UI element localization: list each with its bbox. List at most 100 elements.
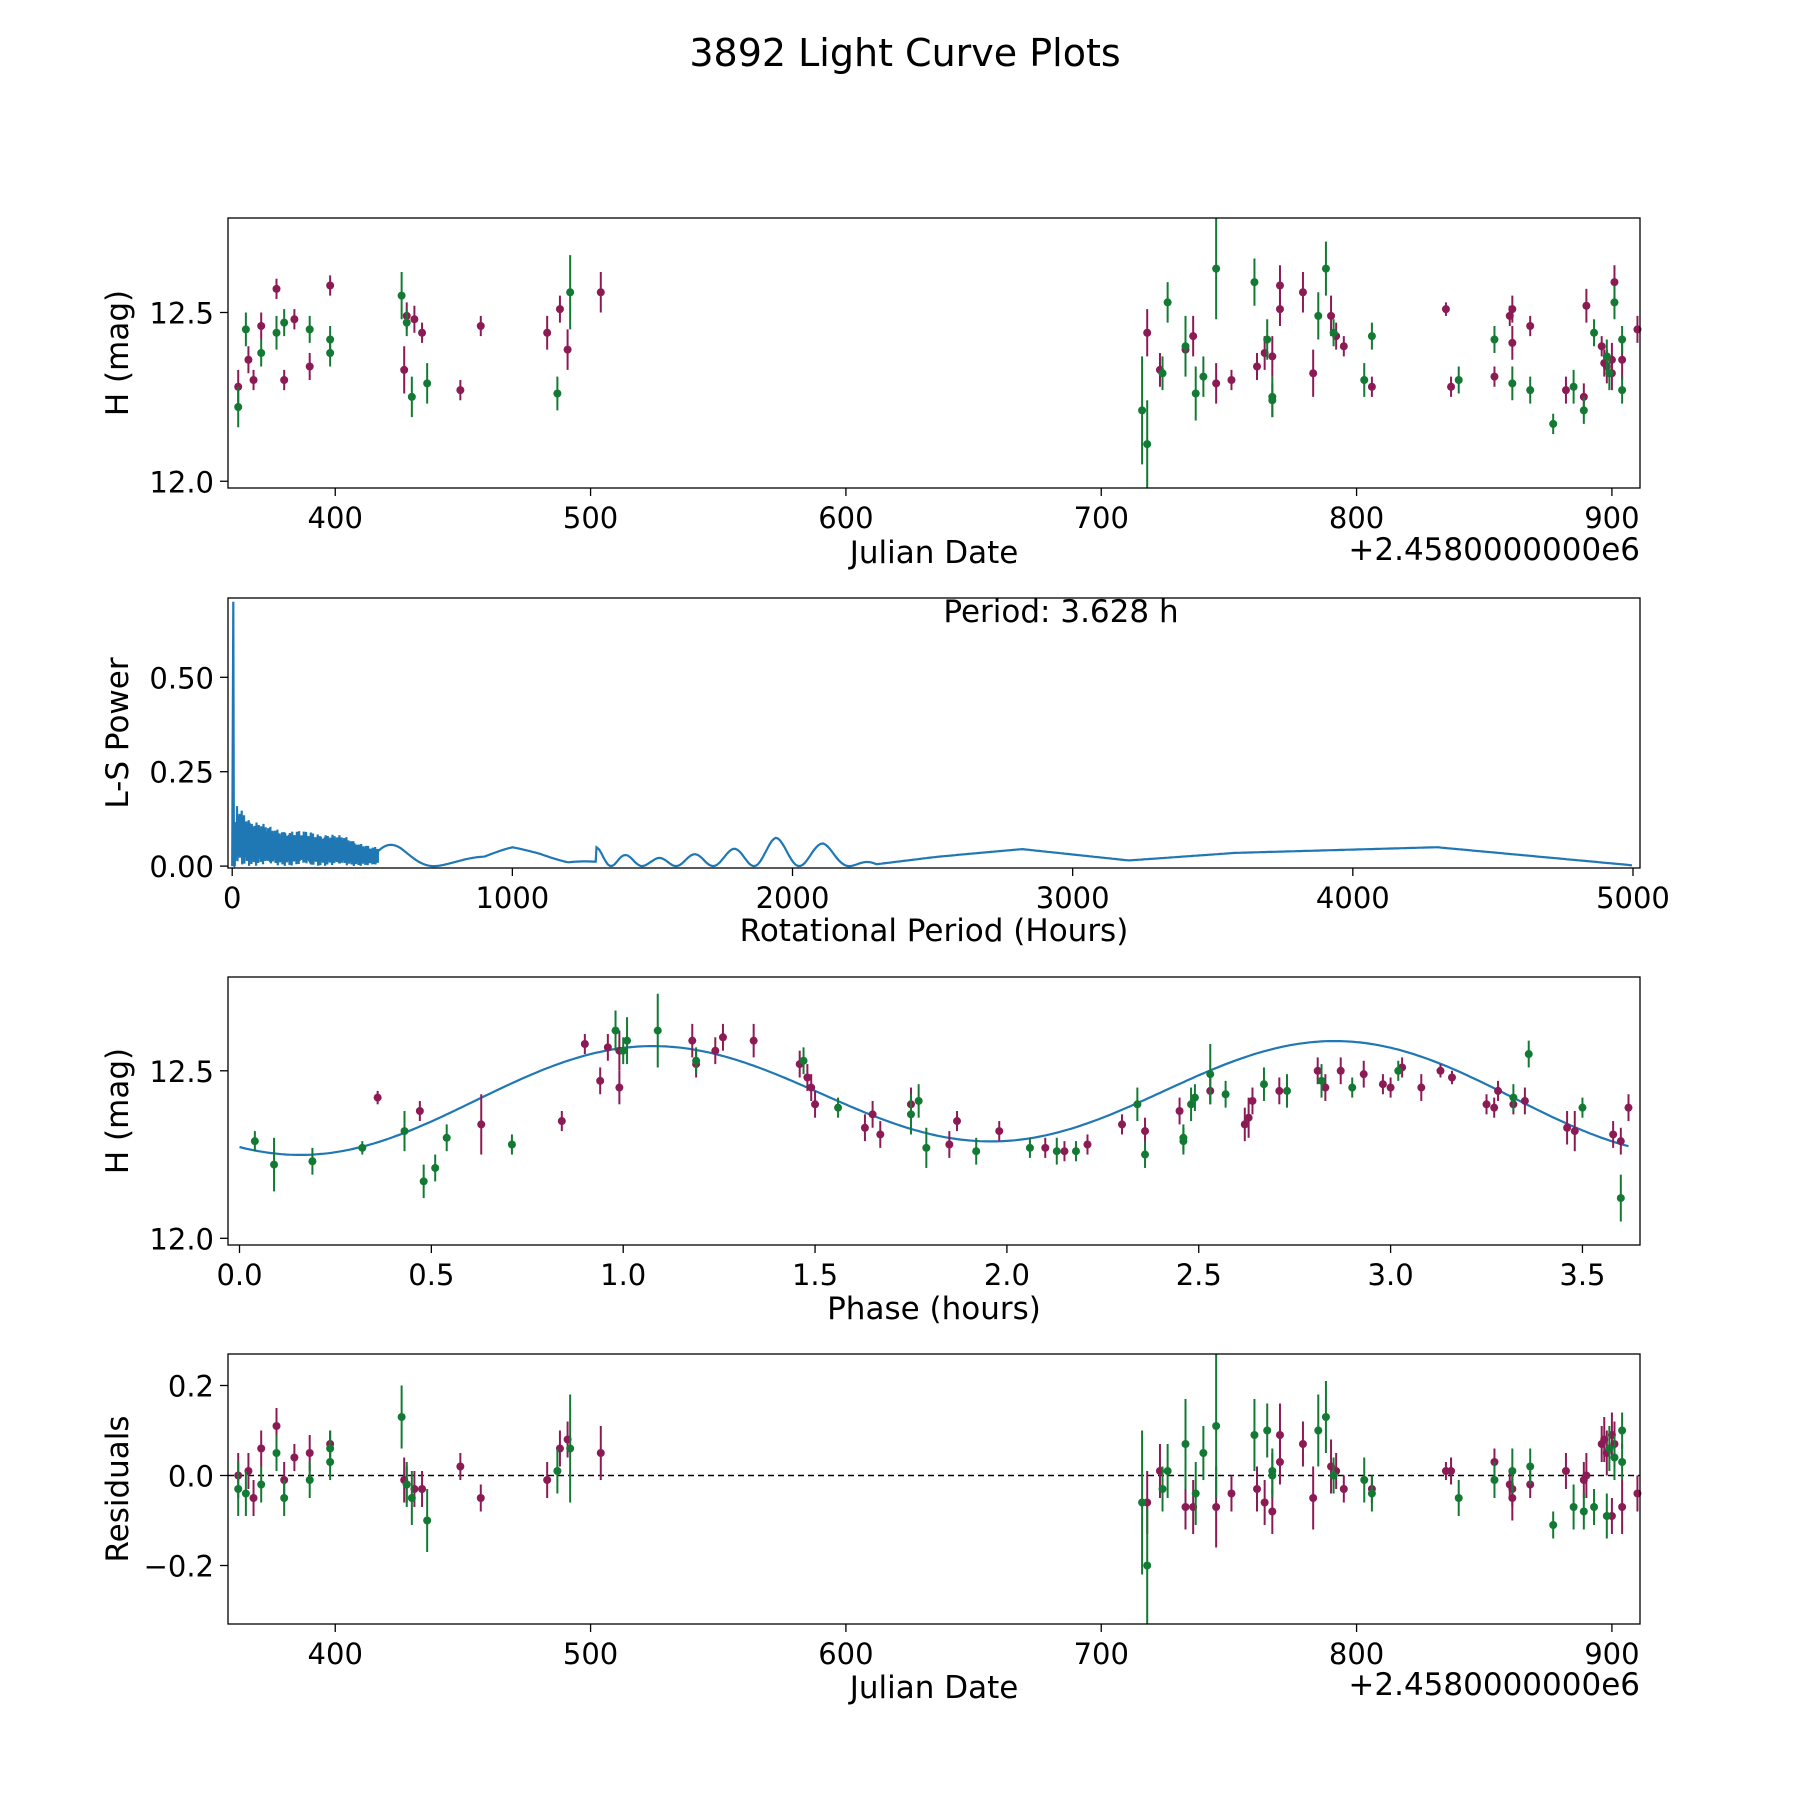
phase-point-b — [308, 1157, 317, 1166]
light-curve-frame — [227, 217, 1641, 489]
light-curve-point-b — [1181, 342, 1190, 351]
phase-point-b — [1348, 1083, 1357, 1092]
phase-point-a — [803, 1073, 812, 1082]
light-curve-point-b — [1454, 376, 1463, 384]
light-curve-point-b — [234, 403, 243, 411]
residuals-point-b — [1618, 1426, 1627, 1435]
phase-point-a — [868, 1110, 877, 1119]
phase-point-a — [860, 1123, 869, 1132]
residuals-point-b — [1590, 1503, 1599, 1511]
phase-point-a — [749, 1036, 758, 1045]
residuals-point-b — [407, 1494, 416, 1502]
periodogram-annotation: Period: 3.628 h — [943, 594, 1178, 630]
residuals-point-b — [1181, 1440, 1190, 1448]
phase-marks — [239, 993, 1633, 1222]
phase-point-a — [615, 1083, 624, 1092]
residuals-point-b — [553, 1467, 562, 1475]
phase-point-a — [596, 1076, 605, 1085]
residuals-xtick-label: 800 — [1329, 1637, 1384, 1671]
residuals-point-b — [1191, 1489, 1200, 1498]
phase-point-b — [1025, 1143, 1034, 1152]
light-curve-point-b — [1610, 298, 1619, 307]
light-curve-offset-text: +2.4580000000e6 — [1348, 532, 1640, 568]
phase-point-a — [1563, 1123, 1572, 1132]
periodogram-xtick-label: 1000 — [475, 881, 549, 915]
phase-point-b — [1206, 1070, 1215, 1079]
phase-point-a — [1436, 1066, 1445, 1075]
light-curve-point-a — [1275, 281, 1284, 290]
phase-point-b — [1221, 1090, 1230, 1099]
residuals-point-a — [1252, 1485, 1261, 1493]
residuals-xtick-label: 600 — [818, 1637, 873, 1671]
phase-point-b — [922, 1143, 931, 1152]
periodogram-ticks: 0 1000 2000 3000 4000 5000 0.00 0.25 0.50 — [149, 661, 1669, 915]
light-curve-point-b — [407, 392, 416, 401]
phase-xtick-label: 3.5 — [1559, 1258, 1605, 1292]
phase-xtick-label: 0.5 — [408, 1258, 454, 1292]
phase-point-b — [1179, 1137, 1188, 1146]
light-curve-point-b — [272, 328, 281, 337]
residuals-point-a — [456, 1462, 465, 1471]
phase-point-a — [807, 1083, 816, 1092]
phase-point-b — [1524, 1050, 1533, 1059]
phase-ticks: 0.0 0.5 1.0 1.5 2.0 2.5 3.0 3.5 12.0 12.5 — [149, 1055, 1605, 1292]
light-curve-point-a — [290, 315, 299, 324]
phase-point-a — [1275, 1086, 1284, 1095]
light-curve-point-a — [456, 386, 465, 395]
light-curve-point-a — [249, 376, 258, 384]
phase-point-a — [1359, 1070, 1368, 1079]
light-curve-point-a — [1582, 301, 1591, 310]
light-curve-point-b — [423, 379, 432, 388]
residuals-point-b — [241, 1489, 250, 1498]
light-curve-point-b — [1263, 335, 1272, 344]
residuals-point-a — [596, 1449, 605, 1457]
residuals-point-b — [1618, 1458, 1627, 1466]
phase-point-a — [1244, 1113, 1253, 1122]
residuals-point-b — [566, 1444, 575, 1453]
light-curve-point-b — [1526, 386, 1535, 395]
phase-point-b — [1317, 1076, 1326, 1085]
light-curve-point-b — [1367, 332, 1376, 341]
light-curve-point-a — [244, 355, 253, 364]
phase-point-a — [580, 1040, 589, 1048]
phase-fit-curve — [239, 1040, 1629, 1156]
residuals-point-b — [326, 1444, 335, 1453]
phase-ytick-label: 12.0 — [149, 1222, 214, 1256]
phase-point-a — [688, 1036, 697, 1045]
periodogram-xtick-label: 4000 — [1316, 881, 1390, 915]
light-curve-point-a — [1610, 278, 1619, 287]
phase-point-a — [1570, 1127, 1579, 1136]
light-curve-point-a — [272, 284, 281, 293]
residuals-point-b — [1610, 1453, 1619, 1462]
phase-point-b — [419, 1177, 428, 1186]
phase-point-a — [711, 1046, 720, 1055]
residuals-point-a — [1181, 1503, 1190, 1511]
periodogram-panel: 0 1000 2000 3000 4000 5000 0.00 0.25 0.50 Period… — [100, 594, 1670, 949]
light-curve-xlabel: Julian Date — [848, 535, 1019, 571]
light-curve-point-a — [563, 345, 572, 354]
residuals-point-a — [257, 1444, 266, 1453]
light-curve-point-b — [1138, 406, 1147, 415]
residuals-point-a — [272, 1422, 281, 1430]
phase-point-b — [834, 1103, 843, 1112]
phase-point-b — [358, 1143, 367, 1152]
residuals-point-b — [305, 1476, 314, 1484]
phase-xtick-label: 2.5 — [1176, 1258, 1222, 1292]
phase-xlabel: Phase (hours) — [827, 1291, 1041, 1327]
phase-point-b — [692, 1056, 701, 1065]
residuals-point-a — [1618, 1503, 1627, 1511]
light-curve-ytick-label: 12.0 — [149, 465, 214, 499]
light-curve-point-b — [1360, 376, 1369, 384]
light-curve-point-b — [1158, 369, 1167, 378]
light-curve-point-a — [1441, 305, 1450, 314]
residuals-point-b — [234, 1485, 243, 1493]
light-curve-point-a — [1508, 338, 1517, 347]
light-curve-point-a — [1526, 322, 1535, 330]
light-curve-point-a — [476, 322, 485, 330]
phase-point-b — [1187, 1100, 1196, 1109]
periodogram-ytick-label: 0.50 — [149, 661, 214, 695]
light-curve-point-b — [1212, 264, 1221, 273]
light-curve-point-b — [1579, 406, 1588, 415]
phase-xtick-label: 1.5 — [792, 1258, 838, 1292]
residuals-xtick-label: 500 — [563, 1637, 618, 1671]
